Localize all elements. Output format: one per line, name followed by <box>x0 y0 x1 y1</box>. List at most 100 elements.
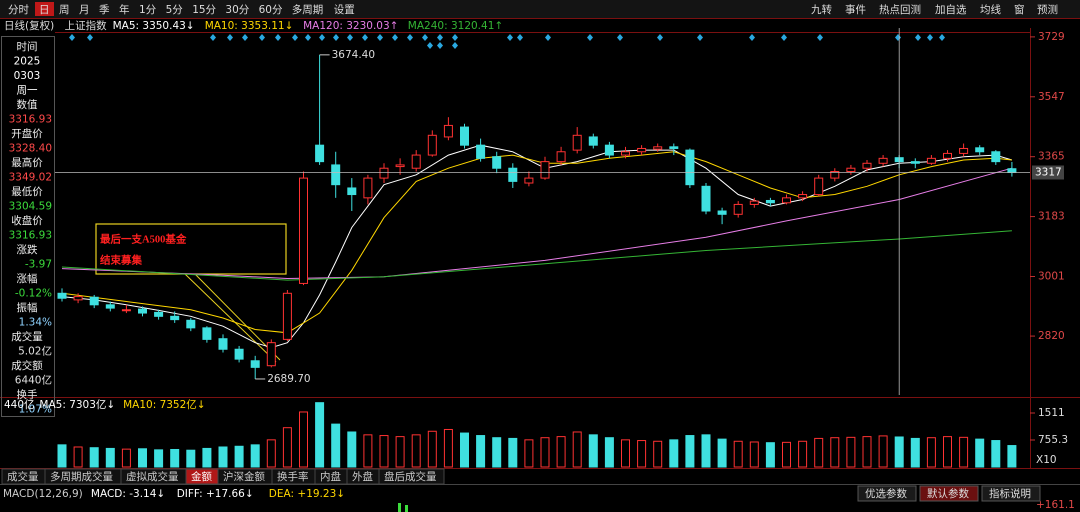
candle-body <box>170 315 180 321</box>
toolbar-item[interactable]: 设置 <box>334 4 355 16</box>
candle-body <box>89 296 99 306</box>
volume-bar <box>685 435 695 468</box>
candle-body <box>315 144 325 163</box>
info-value: 3328.40 <box>9 143 52 155</box>
y-tick-label: 2820 <box>1038 330 1065 342</box>
candle-body <box>202 327 212 340</box>
button-bg <box>919 485 979 502</box>
toolbar-item[interactable]: 周 <box>59 4 70 16</box>
candle-body <box>234 348 244 360</box>
active-tab-bg <box>35 2 54 16</box>
y-tick-label: 1511 <box>1038 407 1065 419</box>
info-label: 最高价 <box>11 156 43 169</box>
legend-entry: MA240: 3120.41↑ <box>408 20 503 32</box>
candle-body <box>621 151 630 156</box>
indicator-tab[interactable]: 外盘 <box>352 470 373 483</box>
candle-body <box>379 167 389 179</box>
param-button[interactable]: 优选参数 <box>865 487 907 500</box>
toolbar-item[interactable]: 5分 <box>166 4 184 16</box>
volume-bar <box>524 439 534 468</box>
indicator-tab[interactable]: 成交量 <box>7 470 39 483</box>
signal-marker <box>437 42 443 49</box>
indicator-tab[interactable]: 内盘 <box>320 470 341 483</box>
candle-body <box>701 185 711 212</box>
candle-body <box>347 187 357 196</box>
header-text: 日线(复权) <box>4 19 54 32</box>
signal-marker <box>69 34 75 41</box>
toolbar-item[interactable]: 事件 <box>845 3 866 16</box>
candle-body <box>299 177 308 284</box>
toolbar-item[interactable]: 多周期 <box>292 3 324 16</box>
signal-marker <box>437 34 443 41</box>
toolbar-item[interactable]: 1分 <box>139 4 157 16</box>
toolbar-item[interactable]: 月 <box>79 4 90 16</box>
candle-body <box>765 199 775 204</box>
toolbar-item[interactable]: 季 <box>99 4 110 16</box>
volume-bar <box>89 447 99 468</box>
info-value: 2025 <box>14 56 41 68</box>
toolbar-item[interactable]: 15分 <box>192 4 216 16</box>
toolbar-item[interactable]: 分时 <box>8 4 29 16</box>
volume-bar <box>765 442 775 468</box>
param-button[interactable]: 指标说明 <box>989 487 1031 500</box>
volume-bar <box>862 436 872 468</box>
volume-bar <box>782 441 791 468</box>
candle-body <box>154 311 164 317</box>
signal-marker <box>427 42 433 49</box>
signal-marker <box>242 34 248 41</box>
candle-body <box>959 147 969 154</box>
indicator-tab[interactable]: 沪深金额 <box>223 470 265 483</box>
param-button[interactable]: 默认参数 <box>927 487 969 500</box>
candle-body <box>572 134 582 151</box>
volume-bar <box>637 440 647 468</box>
toolbar-item[interactable]: 日 <box>39 4 50 16</box>
signal-marker <box>259 34 265 41</box>
signal-marker <box>392 34 398 41</box>
indicator-tab[interactable]: 多周期成交量 <box>50 470 113 483</box>
toolbar-item[interactable]: 窗 <box>1014 3 1025 16</box>
info-value: 3304.59 <box>9 201 52 213</box>
info-value: 1.34% <box>19 317 52 329</box>
header-text: 上证指数 <box>65 19 107 32</box>
toolbar-item[interactable]: 热点回测 <box>879 3 921 16</box>
volume-bar <box>540 437 550 468</box>
candle-body <box>363 177 373 199</box>
indicator-tab[interactable]: 换手率 <box>277 470 309 483</box>
info-value: 0303 <box>14 70 41 82</box>
volume-bar <box>170 448 180 468</box>
candle-body <box>556 151 566 163</box>
volume-bar <box>975 438 985 468</box>
signal-marker <box>452 34 458 41</box>
annotation: 2689.70 <box>267 373 310 385</box>
candle-body <box>685 149 695 186</box>
macd-legend: DIFF: +17.66↓ <box>177 488 254 500</box>
volume-bar <box>798 440 808 468</box>
volume-bar <box>621 439 630 468</box>
toolbar-item[interactable]: 30分 <box>225 4 249 16</box>
indicator-tab[interactable]: 盘后成交量 <box>384 470 437 483</box>
info-value: -0.12% <box>15 288 52 300</box>
signal-marker <box>87 34 93 41</box>
volume-bar <box>315 402 325 468</box>
toolbar-item[interactable]: 九转 <box>811 3 832 16</box>
toolbar-item[interactable]: 均线 <box>980 3 1001 16</box>
volume-bar <box>186 449 196 468</box>
toolbar-item[interactable]: 年 <box>119 3 130 16</box>
candle-body <box>798 194 808 199</box>
y-tick-label: 3001 <box>1038 271 1065 283</box>
indicator-tab[interactable]: 金额 <box>191 470 212 483</box>
candle-body <box>218 338 228 350</box>
volume-bar <box>443 428 453 468</box>
signal-marker <box>697 34 703 41</box>
indicator-tab[interactable]: 虚拟成交量 <box>126 470 179 483</box>
signal-marker <box>333 34 339 41</box>
candle-body <box>250 360 260 368</box>
volume-bar <box>347 431 357 468</box>
volume-bar <box>427 430 437 468</box>
button-bg <box>981 485 1041 502</box>
volume-bar <box>57 444 67 468</box>
volume-bar <box>814 437 824 468</box>
toolbar-item[interactable]: 加自选 <box>935 3 967 16</box>
toolbar-item[interactable]: 预测 <box>1037 3 1058 16</box>
toolbar-item[interactable]: 60分 <box>259 4 283 16</box>
